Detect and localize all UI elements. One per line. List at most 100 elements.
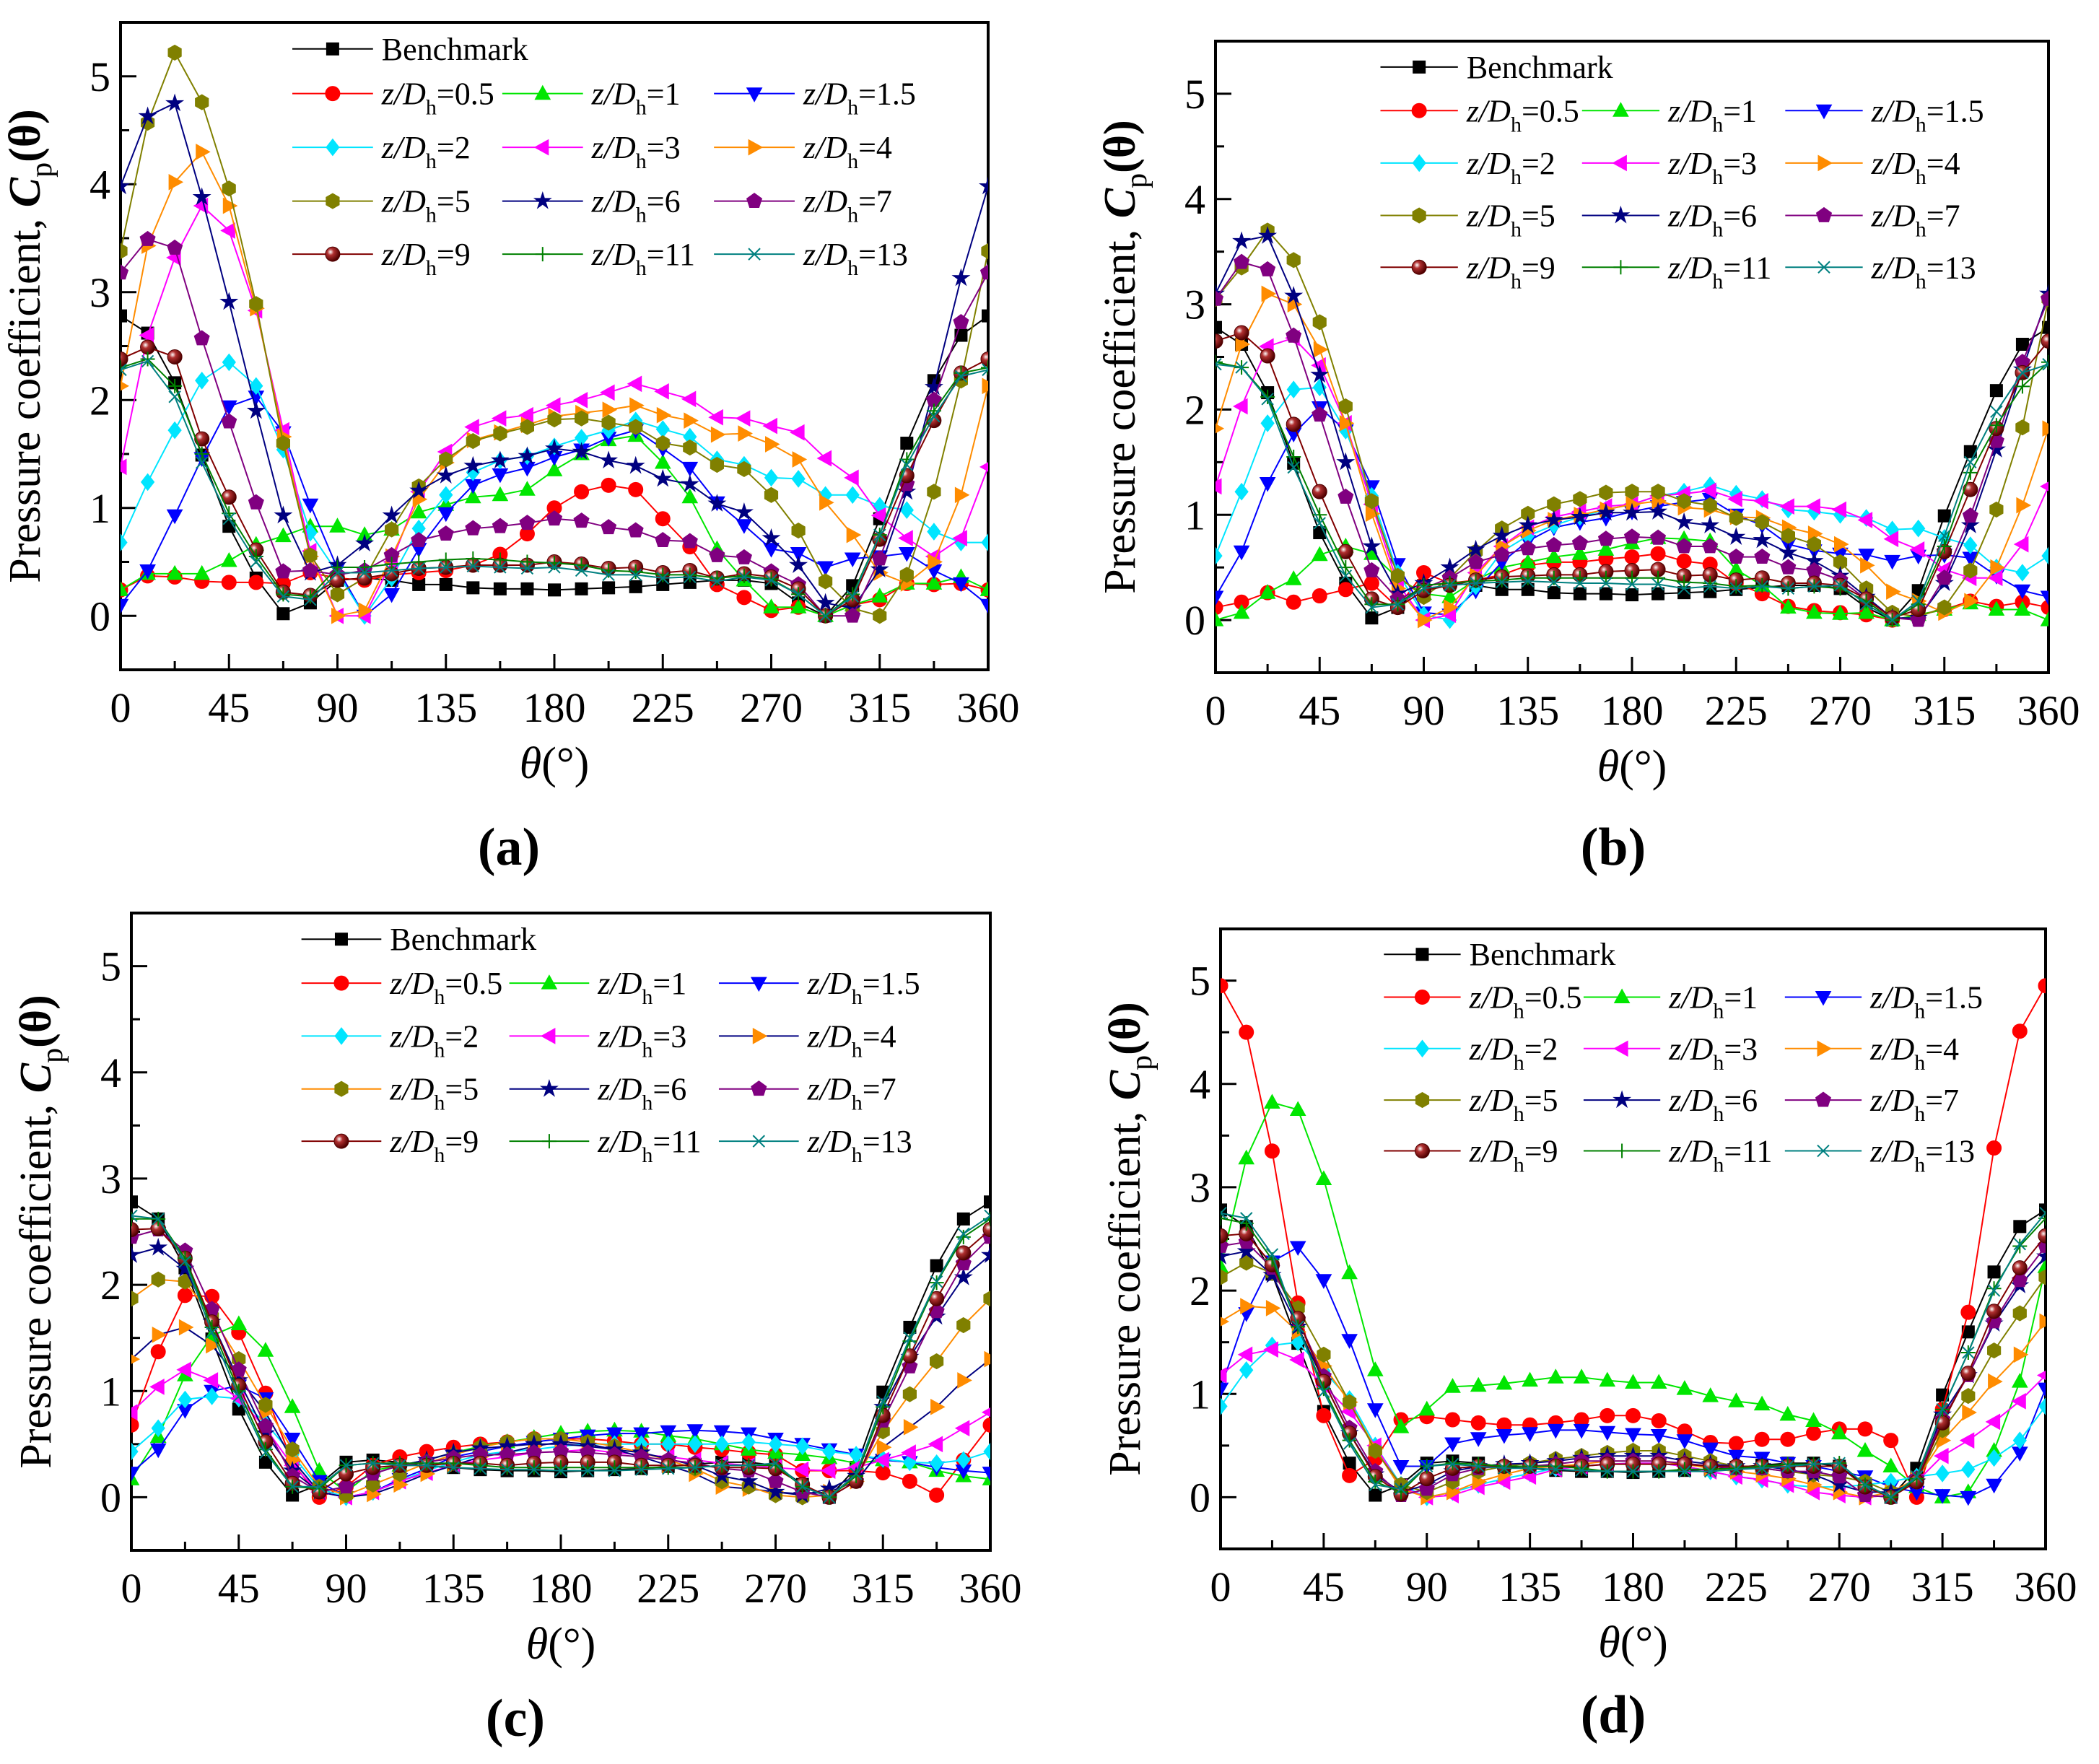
data-point: [844, 552, 861, 568]
data-point: [1676, 538, 1693, 554]
data-point: [1341, 1264, 1358, 1280]
legend-item: Benchmark: [1380, 50, 1613, 85]
data-point: [1259, 477, 1276, 492]
data-point: [871, 588, 889, 603]
data-point: [178, 1390, 193, 1409]
data-point: [1601, 1464, 1614, 1478]
series-line: [121, 102, 988, 609]
data-point: [928, 554, 943, 570]
data-point: [979, 176, 988, 195]
data-point: [1496, 1374, 1513, 1390]
data-point: [734, 502, 754, 520]
data-point: [230, 1361, 247, 1377]
data-point: [1392, 1418, 1410, 1433]
y-axis-label: Pressure coefficient, Cp(θ): [1, 109, 58, 583]
data-point: [601, 477, 616, 493]
legend-label: z/Dh=2: [1466, 146, 1555, 189]
data-point: [1986, 1449, 2002, 1467]
data-point: [1343, 1394, 1357, 1410]
data-point: [956, 1229, 971, 1244]
data-point: [520, 562, 534, 575]
data-point: [628, 481, 644, 497]
data-point: [409, 481, 429, 499]
data-point: [629, 419, 643, 435]
data-point: [140, 473, 155, 492]
data-point: [1963, 562, 1978, 579]
data-point: [463, 455, 483, 474]
legend-item: z/Dh=1: [1583, 979, 1758, 1023]
data-point: [257, 1342, 274, 1357]
data-point: [1703, 580, 1716, 593]
legend-item: z/Dh=9: [292, 237, 471, 280]
data-point: [330, 586, 345, 603]
data-point: [152, 1326, 167, 1343]
data-point: [1780, 1431, 1796, 1447]
legend-item: z/Dh=3: [1581, 146, 1757, 189]
data-point: [492, 468, 509, 484]
data-point: [899, 501, 914, 520]
data-point: [742, 1459, 756, 1472]
data-point: [1216, 478, 1222, 495]
data-point: [1369, 1478, 1382, 1491]
data-point: [166, 509, 183, 525]
data-point: [1523, 1462, 1537, 1475]
data-point: [876, 1438, 892, 1456]
data-point: [1728, 1436, 1744, 1451]
legend-item: z/Dh=2: [301, 1018, 479, 1062]
data-point: [1216, 424, 1225, 434]
data-point: [436, 466, 455, 484]
data-point: [1960, 1490, 1977, 1506]
data-point: [1366, 1361, 1384, 1376]
data-point: [248, 575, 264, 590]
legend-label: z/Dh=1: [597, 966, 686, 1009]
data-point: [1986, 1304, 2002, 1319]
data-point: [957, 1372, 972, 1389]
legend-label: z/Dh=13: [1869, 1134, 1975, 1177]
legend-marker-icon: [1613, 1040, 1628, 1057]
data-point: [1986, 1478, 2002, 1494]
data-point: [131, 1417, 139, 1433]
data-point: [138, 106, 157, 125]
data-point: [817, 561, 834, 577]
y-axis-label: Pressure coefficient, Cp(θ): [1101, 1002, 1158, 1476]
data-point: [1522, 1427, 1538, 1442]
data-point: [736, 549, 752, 564]
y-tick-label: 4: [1184, 176, 1205, 223]
data-point: [599, 450, 619, 469]
data-point: [492, 486, 509, 502]
data-point: [954, 365, 969, 380]
series-x: [1221, 1207, 2046, 1504]
data-point: [420, 1459, 433, 1472]
data-point: [654, 383, 669, 400]
legend-item: z/Dh=11: [502, 237, 695, 280]
data-point: [2037, 1258, 2046, 1273]
data-point: [2013, 1220, 2027, 1234]
data-point: [741, 1433, 756, 1451]
legend-marker-icon: [539, 1079, 559, 1097]
data-point: [653, 468, 673, 487]
data-point: [928, 1436, 943, 1453]
legend-item: z/Dh=2: [1380, 146, 1555, 189]
data-point: [1805, 498, 1820, 515]
data-point: [1780, 598, 1797, 614]
legend-item: z/Dh=4: [1784, 1031, 1959, 1075]
data-point: [493, 582, 507, 595]
data-point: [274, 505, 293, 524]
legend-marker-icon: [746, 87, 763, 102]
data-point: [1496, 1459, 1511, 1474]
data-point: [689, 1461, 702, 1474]
data-point: [1363, 562, 1380, 577]
data-point: [250, 555, 263, 569]
data-point: [982, 377, 988, 395]
data-point: [898, 547, 915, 562]
data-point: [518, 446, 537, 465]
data-point: [220, 400, 237, 416]
legend-marker-icon: [334, 1080, 349, 1097]
x-tick-label: 225: [632, 684, 694, 731]
data-point: [981, 1407, 990, 1418]
data-point: [1366, 1403, 1384, 1418]
data-point: [956, 1451, 971, 1470]
data-point: [1263, 1341, 1278, 1358]
data-point: [602, 401, 618, 419]
